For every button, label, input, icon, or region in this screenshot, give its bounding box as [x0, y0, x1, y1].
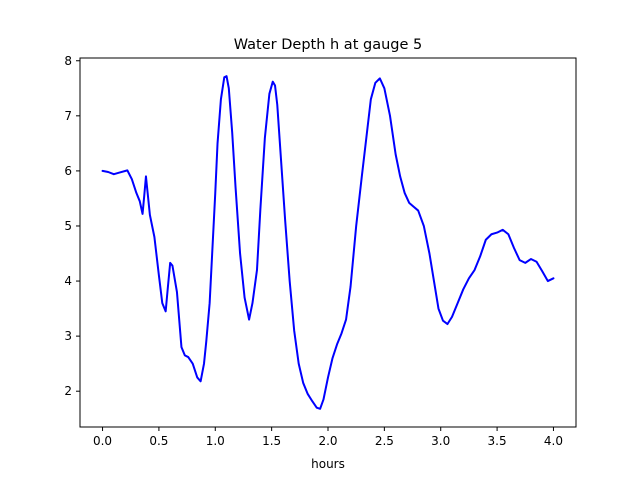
y-tick-label: 5 — [64, 219, 72, 233]
x-tick-label: 2.0 — [318, 434, 337, 448]
x-tick-label: 2.5 — [375, 434, 394, 448]
y-tick-label: 8 — [64, 54, 72, 68]
x-tick-label: 0.5 — [149, 434, 168, 448]
x-axis-label: hours — [311, 457, 345, 471]
x-tick-label: 0.0 — [93, 434, 112, 448]
x-tick-label: 3.0 — [431, 434, 450, 448]
y-tick-label: 2 — [64, 384, 72, 398]
y-tick-label: 6 — [64, 164, 72, 178]
plot-area: 0.0 0.5 1.0 1.5 2.0 2.5 3.0 3.5 4.0 2 3 4 5 6 7 8 — [64, 54, 577, 448]
x-tick-label: 1.0 — [206, 434, 225, 448]
x-tick-label: 1.5 — [262, 434, 281, 448]
y-tick-label: 4 — [64, 274, 72, 288]
x-tick-label: 4.0 — [544, 434, 563, 448]
chart-title: Water Depth h at gauge 5 — [234, 37, 422, 53]
x-tick-label: 3.5 — [488, 434, 507, 448]
series-line — [101, 75, 555, 410]
y-tick-label: 7 — [64, 109, 72, 123]
y-tick-label: 3 — [64, 329, 72, 343]
